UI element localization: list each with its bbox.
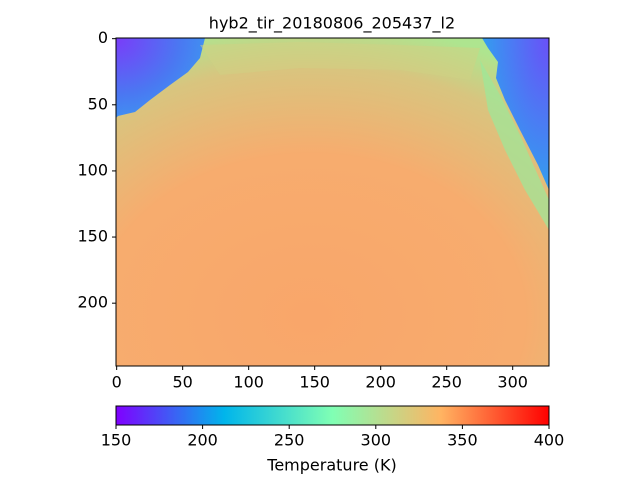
x-tick-label: 100 <box>233 373 264 392</box>
thermal-image <box>116 38 549 366</box>
colorbar-ramp <box>115 405 550 426</box>
y-tick-label: 200 <box>77 293 108 312</box>
colorbar-tick-label: 150 <box>101 431 132 450</box>
colorbar-tick-label: 350 <box>447 431 478 450</box>
y-tick-label: 150 <box>77 227 108 246</box>
colorbar-tick-label: 400 <box>534 431 565 450</box>
x-tick-label: 300 <box>497 373 528 392</box>
colorbar-label: Temperature (K) <box>266 456 396 475</box>
y-tick-label: 100 <box>77 160 108 179</box>
y-tick-label: 0 <box>98 28 108 47</box>
x-tick-label: 150 <box>299 373 330 392</box>
colorbar-tick-label: 250 <box>274 431 305 450</box>
x-tick-label: 200 <box>365 373 396 392</box>
colorbar-tick-label: 300 <box>361 431 392 450</box>
x-tick-label: 50 <box>172 373 192 392</box>
x-tick-label: 0 <box>112 373 122 392</box>
chart-title: hyb2_tir_20180806_205437_l2 <box>209 14 455 34</box>
x-tick-label: 250 <box>431 373 462 392</box>
colorbar-tick-label: 200 <box>187 431 218 450</box>
axes-frame <box>115 37 550 367</box>
y-tick-label: 50 <box>88 94 108 113</box>
colorbar <box>115 405 550 426</box>
